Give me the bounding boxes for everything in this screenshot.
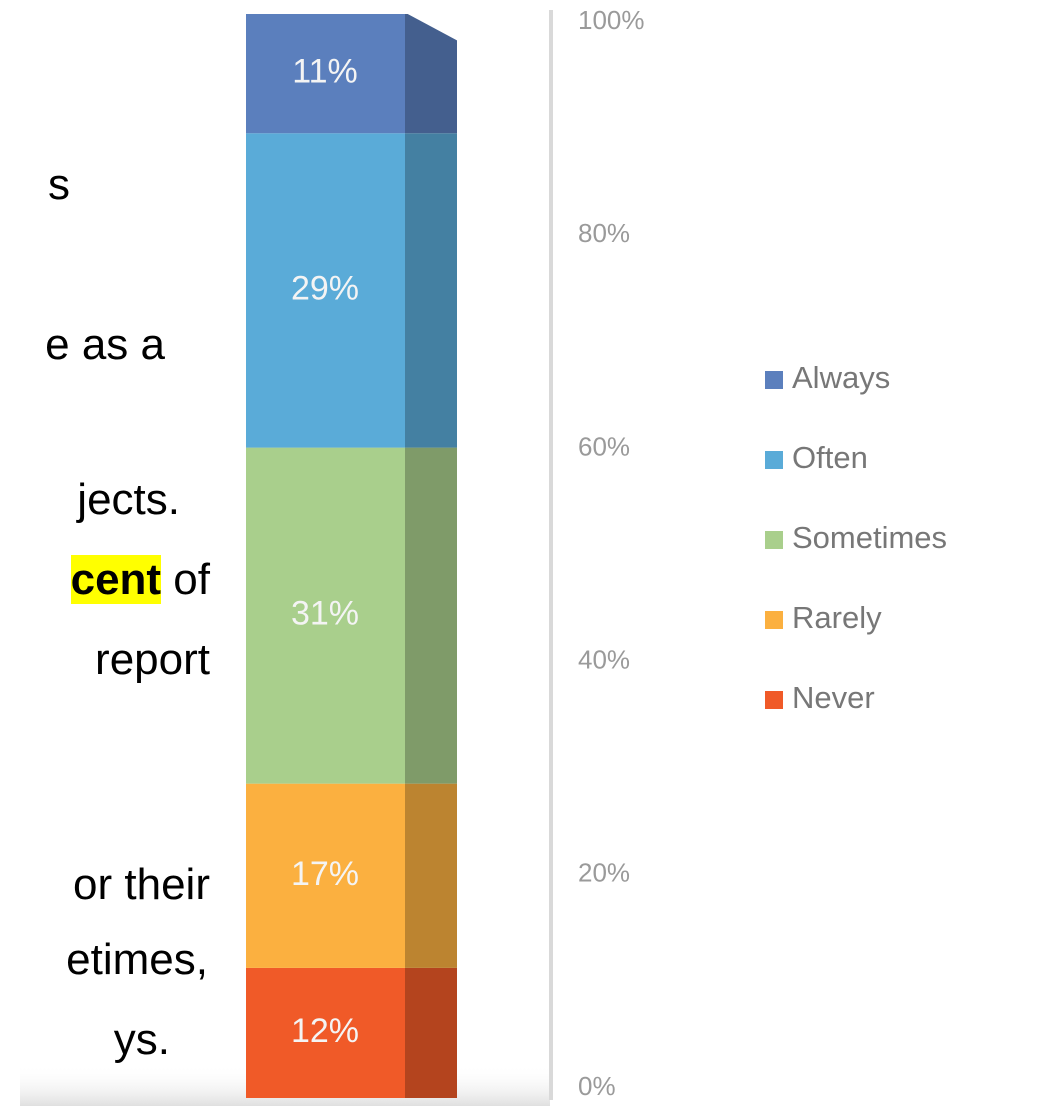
legend-label: Always — [792, 360, 890, 395]
legend-label: Never — [792, 680, 875, 715]
y-tick-label: 60% — [578, 431, 630, 461]
y-tick-label: 40% — [578, 644, 630, 674]
text-line: or their — [73, 860, 210, 910]
text-segment: report — [95, 635, 210, 684]
legend-swatch — [765, 611, 783, 629]
text-line: ys. — [114, 1015, 170, 1065]
text-segment: of — [161, 555, 210, 604]
text-line: etimes, — [66, 935, 208, 985]
text-segment: or their — [73, 860, 210, 909]
y-tick-label: 20% — [578, 858, 630, 888]
text-segment: e as a — [45, 320, 165, 369]
legend-swatch — [765, 451, 783, 469]
legend-label: Often — [792, 440, 868, 475]
bar-segment — [246, 967, 405, 1098]
text-segment: cent — [70, 555, 162, 604]
legend-label: Rarely — [792, 600, 882, 635]
bar-segment — [246, 14, 405, 134]
bar-side — [405, 967, 457, 1098]
text-line: e as a — [45, 320, 165, 370]
text-line: s — [48, 160, 70, 210]
text-segment: etimes, — [66, 935, 208, 984]
bar-side — [405, 783, 457, 968]
value-label: 29% — [291, 269, 359, 307]
text-line: report — [95, 635, 210, 685]
bar-side-cut — [404, 12, 460, 42]
legend-swatch — [765, 531, 783, 549]
value-label: 12% — [291, 1012, 359, 1050]
text-segment: s — [48, 160, 70, 209]
y-tick-label: 80% — [578, 218, 630, 248]
text-line: cent of — [70, 555, 210, 605]
text-segment: ys. — [113, 1015, 170, 1064]
value-label: 11% — [292, 53, 358, 91]
legend-swatch — [765, 371, 783, 389]
text-line: jects. — [77, 475, 180, 525]
bar-side — [405, 447, 457, 784]
bar-segment — [246, 447, 405, 784]
value-label: 17% — [291, 855, 359, 893]
bar-segment — [246, 133, 405, 448]
value-label: 31% — [291, 595, 359, 633]
y-tick-label: 0% — [578, 1071, 616, 1101]
legend-label: Sometimes — [792, 520, 947, 555]
bar-segment — [246, 783, 405, 968]
legend-swatch — [765, 691, 783, 709]
y-tick-label: 100% — [578, 5, 645, 35]
text-segment: jects. — [77, 475, 180, 524]
bar-side — [405, 133, 457, 448]
